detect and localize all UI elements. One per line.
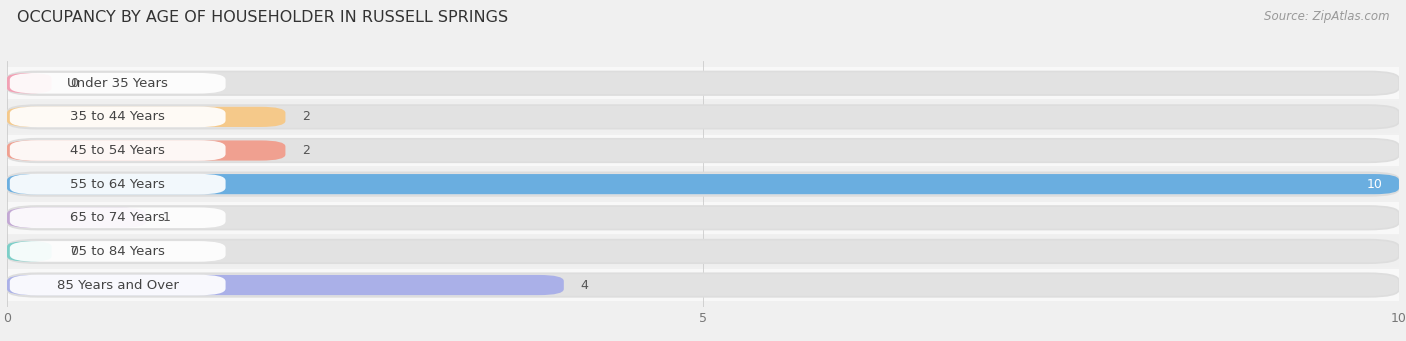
- Bar: [7, 168, 1399, 200]
- FancyBboxPatch shape: [7, 208, 146, 228]
- FancyBboxPatch shape: [7, 105, 1399, 129]
- Text: 0: 0: [70, 245, 77, 258]
- Bar: [7, 202, 1399, 234]
- FancyBboxPatch shape: [7, 107, 285, 127]
- Text: Under 35 Years: Under 35 Years: [67, 77, 169, 90]
- Bar: [7, 235, 1399, 267]
- FancyBboxPatch shape: [7, 206, 1399, 229]
- FancyBboxPatch shape: [10, 107, 225, 127]
- Text: 10: 10: [1367, 178, 1382, 191]
- Bar: [7, 269, 1399, 301]
- FancyBboxPatch shape: [10, 140, 225, 161]
- Bar: [7, 101, 1399, 133]
- Text: 1: 1: [163, 211, 170, 224]
- Text: OCCUPANCY BY AGE OF HOUSEHOLDER IN RUSSELL SPRINGS: OCCUPANCY BY AGE OF HOUSEHOLDER IN RUSSE…: [17, 10, 508, 25]
- FancyBboxPatch shape: [7, 174, 1399, 194]
- Text: Source: ZipAtlas.com: Source: ZipAtlas.com: [1264, 10, 1389, 23]
- FancyBboxPatch shape: [10, 275, 225, 295]
- FancyBboxPatch shape: [7, 139, 1399, 162]
- Text: 55 to 64 Years: 55 to 64 Years: [70, 178, 165, 191]
- FancyBboxPatch shape: [10, 174, 225, 194]
- FancyBboxPatch shape: [7, 275, 564, 295]
- FancyBboxPatch shape: [7, 73, 52, 93]
- FancyBboxPatch shape: [7, 172, 1399, 196]
- Text: 4: 4: [581, 279, 588, 292]
- Text: 0: 0: [70, 77, 77, 90]
- Text: 2: 2: [302, 144, 309, 157]
- Text: 75 to 84 Years: 75 to 84 Years: [70, 245, 165, 258]
- FancyBboxPatch shape: [7, 240, 1399, 263]
- Text: 45 to 54 Years: 45 to 54 Years: [70, 144, 165, 157]
- FancyBboxPatch shape: [7, 273, 1399, 297]
- Text: 2: 2: [302, 110, 309, 123]
- Text: 65 to 74 Years: 65 to 74 Years: [70, 211, 165, 224]
- FancyBboxPatch shape: [7, 241, 52, 262]
- Bar: [7, 67, 1399, 99]
- FancyBboxPatch shape: [7, 140, 285, 161]
- FancyBboxPatch shape: [10, 73, 225, 93]
- Text: 85 Years and Over: 85 Years and Over: [56, 279, 179, 292]
- Text: 35 to 44 Years: 35 to 44 Years: [70, 110, 165, 123]
- FancyBboxPatch shape: [10, 207, 225, 228]
- Bar: [7, 135, 1399, 166]
- FancyBboxPatch shape: [7, 72, 1399, 95]
- FancyBboxPatch shape: [10, 241, 225, 262]
